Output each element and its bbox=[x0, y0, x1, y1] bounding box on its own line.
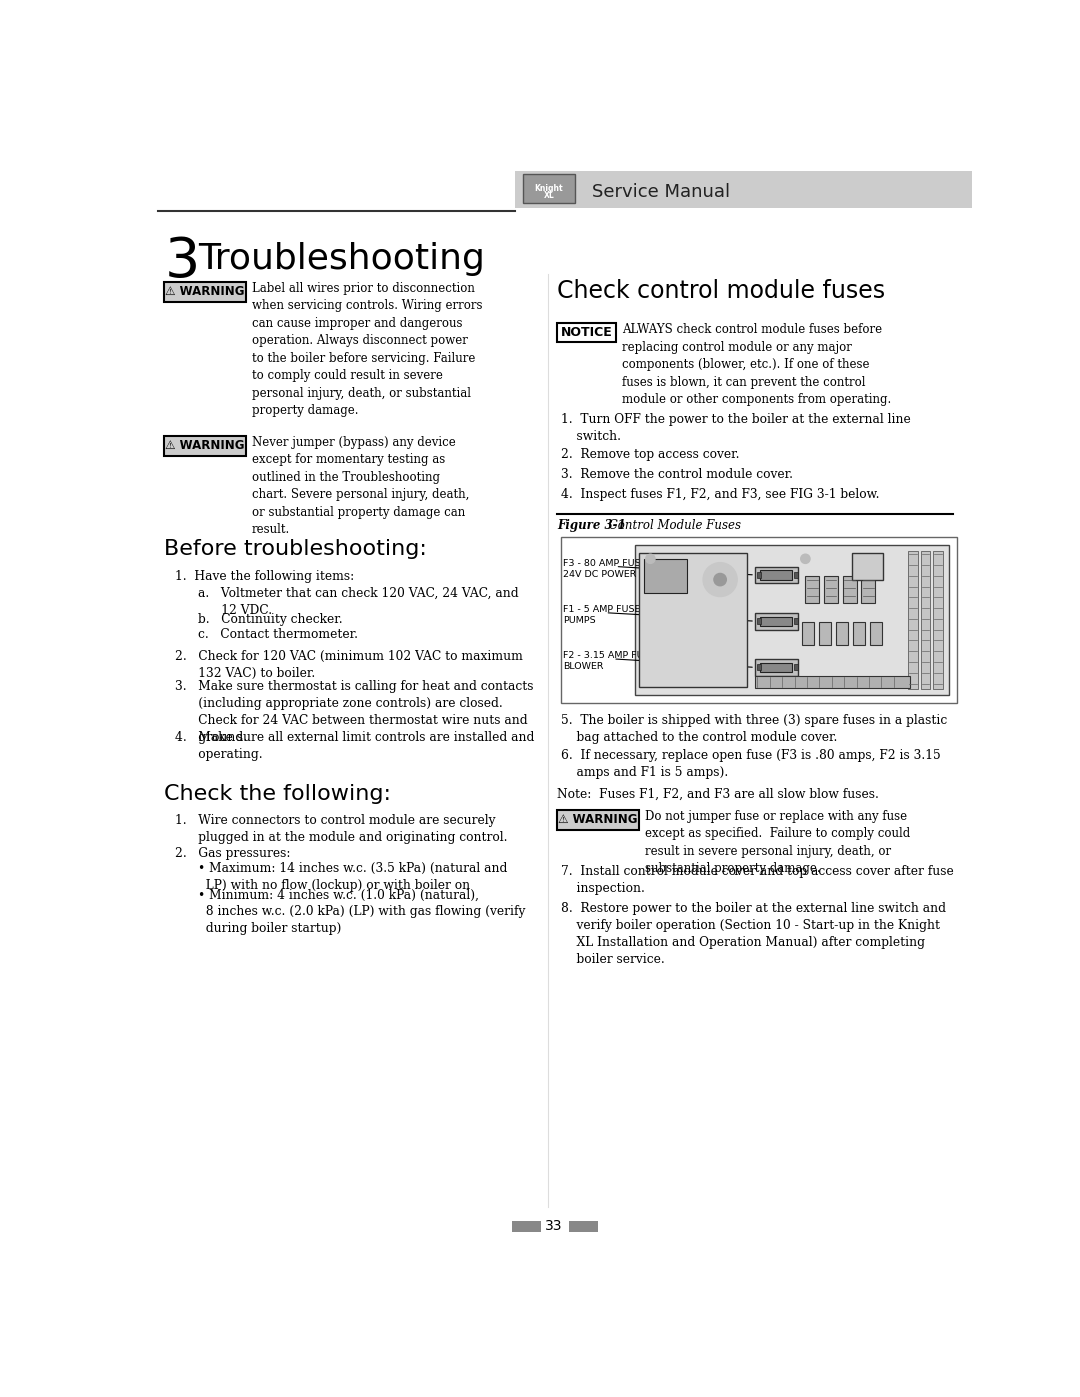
FancyBboxPatch shape bbox=[644, 559, 687, 594]
Text: F2 - 3.15 AMP FUSE
BLOWER: F2 - 3.15 AMP FUSE BLOWER bbox=[563, 651, 656, 672]
FancyBboxPatch shape bbox=[638, 553, 747, 687]
FancyBboxPatch shape bbox=[557, 810, 638, 830]
Text: Service Manual: Service Manual bbox=[592, 183, 730, 201]
Text: NOTICE: NOTICE bbox=[561, 326, 612, 339]
FancyBboxPatch shape bbox=[759, 616, 793, 626]
Text: Figure 3-1: Figure 3-1 bbox=[557, 518, 626, 532]
Text: 4.   Make sure all external limit controls are installed and
      operating.: 4. Make sure all external limit controls… bbox=[175, 731, 535, 761]
Text: ⚠ WARNING: ⚠ WARNING bbox=[165, 439, 245, 453]
Text: Do not jumper fuse or replace with any fuse
except as specified.  Failure to com: Do not jumper fuse or replace with any f… bbox=[645, 810, 910, 876]
Text: Control Module Fuses: Control Module Fuses bbox=[606, 518, 742, 532]
Text: Check control module fuses: Check control module fuses bbox=[557, 279, 886, 303]
Circle shape bbox=[800, 555, 810, 563]
Text: 6.  If necessary, replace open fuse (F3 is .80 amps, F2 is 3.15
    amps and F1 : 6. If necessary, replace open fuse (F3 i… bbox=[562, 749, 941, 780]
Text: • Minimum: 4 inches w.c. (1.0 kPa) (natural),
  8 inches w.c. (2.0 kPa) (LP) wit: • Minimum: 4 inches w.c. (1.0 kPa) (natu… bbox=[198, 888, 525, 936]
FancyBboxPatch shape bbox=[635, 545, 948, 696]
Text: 2.  Remove top access cover.: 2. Remove top access cover. bbox=[562, 448, 740, 461]
Text: XL: XL bbox=[543, 191, 554, 200]
Text: Knight: Knight bbox=[535, 184, 563, 193]
Text: 2.   Gas pressures:: 2. Gas pressures: bbox=[175, 847, 291, 859]
FancyBboxPatch shape bbox=[515, 172, 972, 208]
Text: 3: 3 bbox=[164, 236, 200, 289]
Text: ALWAYS check control module fuses before
replacing control module or any major
c: ALWAYS check control module fuses before… bbox=[622, 323, 892, 407]
Text: 5.  The boiler is shipped with three (3) spare fuses in a plastic
    bag attach: 5. The boiler is shipped with three (3) … bbox=[562, 714, 947, 743]
FancyBboxPatch shape bbox=[759, 570, 793, 580]
Text: F3 - 80 AMP FUSE
24V DC POWER SUPPLY: F3 - 80 AMP FUSE 24V DC POWER SUPPLY bbox=[563, 559, 674, 578]
FancyBboxPatch shape bbox=[794, 571, 798, 578]
FancyBboxPatch shape bbox=[794, 617, 798, 624]
Text: Label all wires prior to disconnection
when servicing controls. Wiring errors
ca: Label all wires prior to disconnection w… bbox=[252, 282, 483, 418]
FancyBboxPatch shape bbox=[523, 173, 576, 203]
Text: Before troubleshooting:: Before troubleshooting: bbox=[164, 539, 428, 559]
Text: ⚠ WARNING: ⚠ WARNING bbox=[558, 813, 638, 827]
Text: 1.  Have the following items:: 1. Have the following items: bbox=[175, 570, 354, 583]
FancyBboxPatch shape bbox=[869, 622, 882, 645]
Text: F1 - 5 AMP FUSE
PUMPS: F1 - 5 AMP FUSE PUMPS bbox=[563, 605, 640, 624]
FancyBboxPatch shape bbox=[806, 576, 820, 602]
FancyBboxPatch shape bbox=[852, 622, 865, 645]
Text: Troubleshooting: Troubleshooting bbox=[199, 242, 485, 275]
FancyBboxPatch shape bbox=[755, 613, 798, 630]
Text: 1.  Turn OFF the power to the boiler at the external line
    switch.: 1. Turn OFF the power to the boiler at t… bbox=[562, 412, 912, 443]
Text: Never jumper (bypass) any device
except for momentary testing as
outlined in the: Never jumper (bypass) any device except … bbox=[252, 436, 470, 536]
Text: 2.   Check for 120 VAC (minimum 102 VAC to maximum
      132 VAC) to boiler.: 2. Check for 120 VAC (minimum 102 VAC to… bbox=[175, 650, 523, 680]
FancyBboxPatch shape bbox=[921, 550, 930, 689]
Text: • Maximum: 14 inches w.c. (3.5 kPa) (natural and
  LP) with no flow (lockup) or : • Maximum: 14 inches w.c. (3.5 kPa) (nat… bbox=[198, 862, 508, 893]
FancyBboxPatch shape bbox=[819, 622, 831, 645]
FancyBboxPatch shape bbox=[852, 553, 882, 580]
Text: 8.  Restore power to the boiler at the external line switch and
    verify boile: 8. Restore power to the boiler at the ex… bbox=[562, 902, 946, 967]
Text: Note:  Fuses F1, F2, and F3 are all slow blow fuses.: Note: Fuses F1, F2, and F3 are all slow … bbox=[557, 788, 879, 802]
Text: 7.  Install control module cover and top access cover after fuse
    inspection.: 7. Install control module cover and top … bbox=[562, 865, 954, 895]
Text: 33: 33 bbox=[544, 1220, 563, 1234]
FancyBboxPatch shape bbox=[757, 665, 761, 671]
Text: 1.   Wire connectors to control module are securely
      plugged in at the modu: 1. Wire connectors to control module are… bbox=[175, 814, 508, 844]
Circle shape bbox=[703, 563, 738, 597]
Text: ⚠ WARNING: ⚠ WARNING bbox=[165, 285, 245, 298]
FancyBboxPatch shape bbox=[512, 1221, 541, 1232]
FancyBboxPatch shape bbox=[908, 550, 918, 689]
FancyBboxPatch shape bbox=[755, 567, 798, 584]
FancyBboxPatch shape bbox=[757, 571, 761, 578]
FancyBboxPatch shape bbox=[824, 576, 838, 602]
FancyBboxPatch shape bbox=[164, 282, 246, 302]
FancyBboxPatch shape bbox=[759, 662, 793, 672]
FancyBboxPatch shape bbox=[801, 622, 814, 645]
FancyBboxPatch shape bbox=[569, 1221, 598, 1232]
FancyBboxPatch shape bbox=[836, 622, 848, 645]
FancyBboxPatch shape bbox=[794, 665, 798, 671]
Circle shape bbox=[714, 573, 727, 585]
Text: 3.  Remove the control module cover.: 3. Remove the control module cover. bbox=[562, 468, 793, 481]
Text: 4.  Inspect fuses F1, F2, and F3, see FIG 3-1 below.: 4. Inspect fuses F1, F2, and F3, see FIG… bbox=[562, 488, 880, 502]
FancyBboxPatch shape bbox=[755, 659, 798, 676]
FancyBboxPatch shape bbox=[164, 436, 246, 455]
Text: Check the following:: Check the following: bbox=[164, 784, 391, 803]
FancyBboxPatch shape bbox=[757, 617, 761, 624]
Text: b.   Continuity checker.: b. Continuity checker. bbox=[198, 613, 342, 626]
Circle shape bbox=[646, 555, 656, 563]
Text: c.   Contact thermometer.: c. Contact thermometer. bbox=[198, 629, 357, 641]
FancyBboxPatch shape bbox=[755, 676, 910, 689]
FancyBboxPatch shape bbox=[557, 323, 617, 342]
FancyBboxPatch shape bbox=[933, 550, 943, 689]
FancyBboxPatch shape bbox=[562, 538, 957, 703]
Text: a.   Voltmeter that can check 120 VAC, 24 VAC, and
      12 VDC.: a. Voltmeter that can check 120 VAC, 24 … bbox=[198, 587, 518, 616]
Text: 3.   Make sure thermostat is calling for heat and contacts
      (including appr: 3. Make sure thermostat is calling for h… bbox=[175, 680, 534, 745]
FancyBboxPatch shape bbox=[861, 576, 875, 602]
FancyBboxPatch shape bbox=[842, 576, 856, 602]
